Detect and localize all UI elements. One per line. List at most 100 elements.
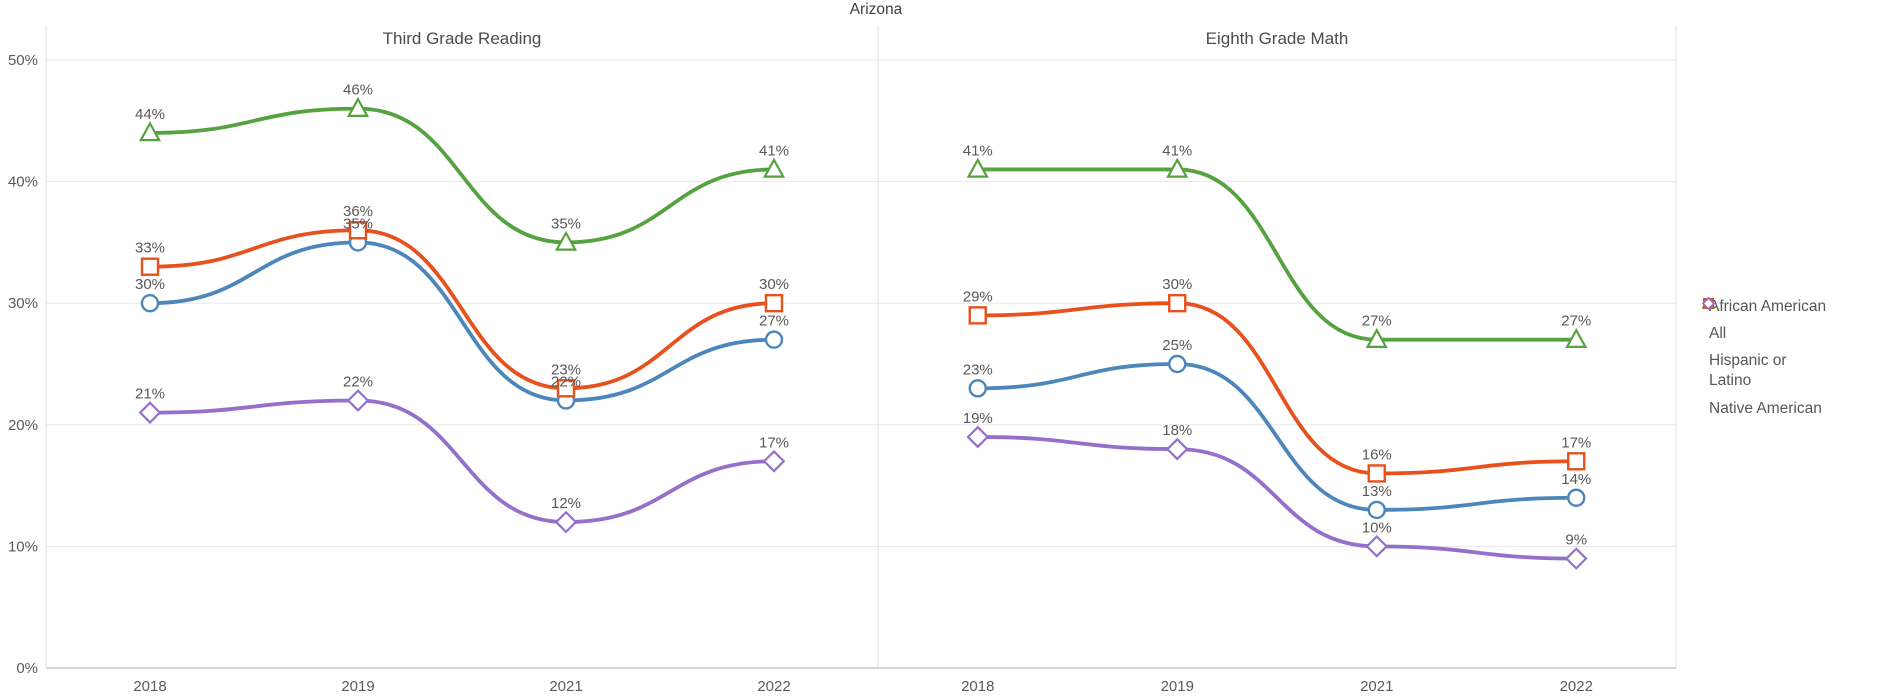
y-axis-tick-label: 50% (8, 52, 38, 69)
x-axis-tick-label: 2021 (1360, 678, 1393, 695)
x-axis-tick-label: 2022 (757, 678, 790, 695)
chart-title: Arizona (849, 1, 903, 18)
y-axis-tick-label: 30% (8, 295, 38, 312)
panel-title-eighth-grade-math: Eighth Grade Math (1205, 29, 1349, 48)
square-marker (968, 306, 987, 325)
chart-legend: African American All Hispanic or Latino Nat… (1702, 297, 1878, 419)
series-line-all (975, 167, 1579, 342)
data-label: 30% (135, 276, 165, 293)
diamond-marker (762, 449, 786, 473)
circle-marker (1567, 488, 1586, 507)
data-label: 23% (963, 361, 993, 378)
data-label: 41% (1162, 142, 1192, 159)
diamond-marker (554, 510, 578, 534)
legend-item-hispanic-or-latino[interactable]: Hispanic or Latino (1702, 298, 1878, 391)
data-label: 29% (963, 288, 993, 305)
series-line-hispanic-or-latino (975, 301, 1579, 476)
data-label: 14% (1561, 471, 1591, 488)
diamond-marker (1564, 547, 1588, 570)
data-label: 41% (759, 142, 789, 159)
diamond-marker (966, 425, 990, 449)
triangle-marker (1365, 327, 1388, 348)
data-label: 33% (135, 240, 165, 257)
data-label: 17% (759, 434, 789, 451)
data-label: 19% (963, 410, 993, 427)
x-axis-tick-label: 2022 (1560, 678, 1593, 695)
data-label: 25% (1162, 337, 1192, 354)
circle-marker (764, 330, 784, 349)
data-label: 16% (1362, 446, 1392, 463)
diamond-marker (1365, 535, 1389, 558)
diamond-marker (1165, 437, 1189, 461)
square-marker (348, 221, 368, 240)
marker-layer (138, 96, 1588, 570)
data-label: 23% (551, 361, 581, 378)
x-axis-tick-label: 2019 (1161, 678, 1194, 695)
data-label: 18% (1162, 422, 1192, 439)
data-label: 44% (135, 106, 165, 123)
circle-marker (140, 294, 160, 313)
triangle-marker (1565, 327, 1588, 348)
y-axis-tick-label: 0% (16, 660, 38, 677)
square-marker (556, 379, 576, 398)
triangle-marker (554, 230, 578, 251)
x-axis-tick-label: 2018 (961, 678, 994, 695)
data-label: 27% (759, 313, 789, 330)
x-axis-tick-label: 2021 (549, 678, 582, 695)
data-label: 21% (135, 386, 165, 403)
data-label: 41% (963, 142, 993, 159)
series-line-african-american (148, 240, 776, 403)
circle-marker (1168, 354, 1187, 374)
triangle-marker (966, 157, 989, 178)
circle-marker (968, 379, 987, 398)
legend-label: Hispanic or Latino (1709, 352, 1787, 390)
legend-item-native-american[interactable]: Native American (1702, 297, 1878, 419)
grid-layer: 0% 10% 20% 30% 40% 50% 2018 2019 2021 2022 2018 201… (8, 26, 1677, 695)
diamond-marker (138, 401, 162, 424)
triangle-marker (1166, 157, 1189, 178)
legend-item-african-american[interactable]: African American (1702, 297, 1878, 317)
square-marker (764, 294, 784, 313)
square-marker (1168, 294, 1187, 313)
data-label: 22% (343, 373, 373, 390)
data-label: 35% (343, 215, 373, 232)
square-marker (1567, 452, 1586, 471)
data-label: 30% (1162, 276, 1192, 293)
y-axis-tick-label: 20% (8, 417, 38, 434)
legend-item-all[interactable]: All (1702, 297, 1878, 344)
data-label: 13% (1362, 483, 1392, 500)
y-axis-tick-label: 10% (8, 538, 38, 555)
legend-label: All (1709, 325, 1727, 343)
series-line-all (148, 106, 776, 245)
data-label: 27% (1362, 313, 1392, 330)
series-line-native-american (975, 435, 1579, 561)
x-axis-tick-label: 2018 (133, 678, 166, 695)
series-line-native-american (148, 398, 776, 524)
legend-label: African American (1709, 298, 1827, 315)
data-label: 36% (343, 203, 373, 220)
series-line-layer (148, 106, 1579, 561)
square-marker (1367, 464, 1386, 483)
square-marker (140, 257, 160, 276)
diamond-marker (346, 389, 370, 412)
x-axis-tick-label: 2019 (341, 678, 374, 695)
data-label: 9% (1565, 532, 1587, 549)
data-label: 22% (551, 373, 581, 390)
panel-title-third-grade-reading: Third Grade Reading (382, 29, 542, 48)
data-label: 30% (759, 276, 789, 293)
triangle-marker (138, 121, 162, 142)
data-label: 27% (1561, 313, 1591, 330)
triangle-marker (762, 157, 786, 178)
data-label: 35% (551, 215, 581, 232)
series-line-african-american (975, 362, 1579, 512)
series-line-hispanic-or-latino (148, 228, 776, 391)
y-axis-tick-label: 40% (8, 174, 38, 191)
data-label: 12% (551, 495, 581, 512)
data-label: 46% (343, 82, 373, 99)
circle-marker (1367, 500, 1386, 520)
data-label: 10% (1362, 519, 1392, 536)
triangle-marker (346, 96, 370, 117)
data-label-layer: 30% 35% 22% 27% 44% 46% 35% 41% 33% 36% 23% 30% 21% 2… (135, 82, 1591, 549)
